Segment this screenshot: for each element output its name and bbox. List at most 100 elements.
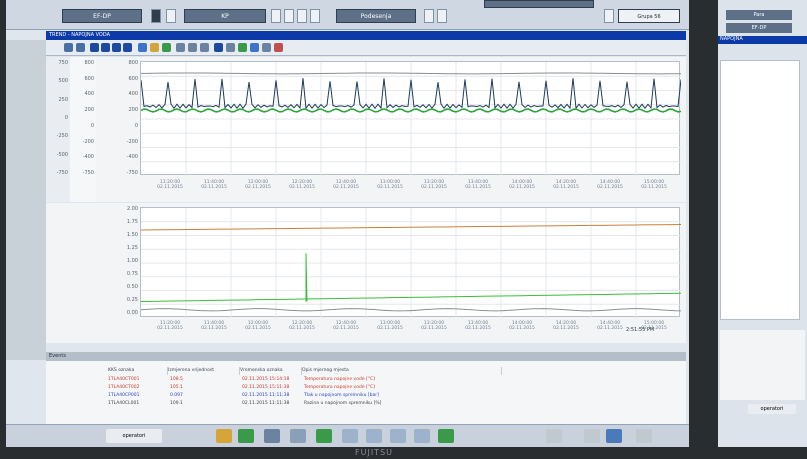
series-line-2	[140, 292, 682, 302]
y-tick-label: 0	[134, 122, 138, 129]
nav-slot[interactable]	[424, 9, 434, 23]
cell-desc: Razina u napojnom spremniku [%]	[304, 401, 382, 406]
y-tick-label: -400	[126, 154, 138, 161]
para-button[interactable]: Para	[726, 10, 792, 20]
right-arrow-icon[interactable]	[414, 429, 430, 443]
y-tick-label: 1.25	[126, 245, 138, 251]
table-icon[interactable]	[176, 43, 185, 52]
export-icon[interactable]	[238, 43, 247, 52]
network-icon[interactable]	[606, 429, 622, 443]
ef-dp-button[interactable]: EF-DP	[62, 9, 142, 23]
cursor-icon[interactable]	[250, 43, 259, 52]
x-axis-1: 11:20:00 02.11.2015 11:40:00 02.11.2015 12:0…	[140, 178, 680, 198]
print-icon[interactable]	[546, 429, 562, 443]
x-tick-label: 15:00:00 02.11.2015	[641, 321, 667, 331]
pause-icon[interactable]	[214, 43, 223, 52]
plot-area-2[interactable]	[140, 207, 682, 318]
left-sidebar	[6, 40, 46, 360]
marker-icon[interactable]	[162, 43, 171, 52]
table-row[interactable]: 1TLA40CL001 109.1 02.11.2015 11:11:38 Razin…	[46, 400, 686, 407]
help-icon[interactable]	[636, 429, 652, 443]
grid-icon[interactable]	[188, 43, 197, 52]
cell-kks: 1TLA40CT002	[108, 385, 140, 390]
connect-icon[interactable]	[290, 429, 306, 443]
operator-field[interactable]: operatori	[106, 429, 162, 443]
x-tick-label: 13:00:00 02.11.2015	[377, 321, 403, 331]
down-arrow-icon[interactable]	[390, 429, 406, 443]
y-tick-label: 250	[58, 96, 68, 103]
nav-slot[interactable]	[284, 9, 294, 23]
nav-slot[interactable]	[437, 9, 447, 23]
x-tick-label: 14:00:00 02.11.2015	[509, 180, 535, 190]
table-row[interactable]: 1TLA40CP001 0.097 02.11.2015 11:11:38 Tlak …	[46, 392, 686, 399]
status-button[interactable]	[484, 0, 594, 8]
right-trend[interactable]	[720, 60, 800, 320]
zoom-icon[interactable]	[138, 43, 147, 52]
x-tick-label: 13:40:00 02.11.2015	[465, 321, 491, 331]
grupa-button[interactable]: Grupa 56	[618, 9, 680, 23]
clock-icon[interactable]	[200, 43, 209, 52]
y-tick-label: 750	[58, 60, 68, 66]
trend-lines-2	[140, 208, 682, 318]
forward-icon[interactable]	[112, 43, 121, 52]
nav-slot[interactable]	[166, 9, 176, 23]
x-tick-label: 13:20:00 02.11.2015	[421, 180, 447, 190]
refresh-icon[interactable]	[438, 429, 454, 443]
series-line-3	[140, 308, 682, 312]
cell-time: 02.11.2015 11:11:38	[242, 401, 290, 406]
y-tick-label: 400	[84, 91, 94, 98]
report-icon[interactable]	[316, 429, 332, 443]
nav-slot[interactable]	[310, 9, 320, 23]
left-arrow-icon[interactable]	[342, 429, 358, 443]
timestamp-label: 2:51:55 PM	[626, 327, 655, 333]
close-icon[interactable]	[274, 43, 283, 52]
edit-icon[interactable]	[238, 429, 254, 443]
y-tick-label: -750	[82, 170, 94, 176]
y-tick-label: 500	[58, 78, 68, 85]
cell-desc: Temperatura napojne vode [°C]	[304, 377, 375, 382]
podesenja-button[interactable]: Podesenja	[336, 9, 416, 23]
first-icon[interactable]	[90, 43, 99, 52]
ruler-icon[interactable]	[262, 43, 271, 52]
plot-area-1[interactable]	[140, 61, 682, 176]
cell-kks: 1TLA40CT001	[108, 377, 140, 382]
rewind-icon[interactable]	[101, 43, 110, 52]
speaker-icon[interactable]	[584, 429, 600, 443]
kp-button[interactable]: KP	[184, 9, 266, 23]
nav-slot[interactable]	[297, 9, 307, 23]
right-operator-field[interactable]: operatori	[748, 404, 796, 414]
cell-desc: Tlak u napojnom spremniku [bar]	[304, 393, 379, 398]
up-arrow-icon[interactable]	[366, 429, 382, 443]
trend-panel-1: 750 500 250 0 -250 -500 -750 800 600 400 200 0 -200…	[46, 57, 686, 202]
chart-icon[interactable]	[76, 43, 85, 52]
window-icon[interactable]	[151, 9, 161, 23]
y-tick-label: 800	[128, 60, 138, 66]
y-tick-label: -400	[82, 154, 94, 161]
x-tick-label: 12:40:00 02.11.2015	[333, 180, 359, 190]
bottom-bar: operatori	[6, 424, 689, 447]
list-icon[interactable]	[264, 429, 280, 443]
right-monitor: Para EF-DP NAPOJNA operatori	[718, 0, 807, 447]
nav-slot[interactable]	[271, 9, 281, 23]
series-line-1	[140, 72, 682, 75]
nav-slot[interactable]	[604, 9, 614, 23]
x-tick-label: 14:40:00 02.11.2015	[597, 180, 623, 190]
settings-icon[interactable]	[64, 43, 73, 52]
table-row[interactable]: 1TLA40CT002 105.1 02.11.2015 15:11:38 Tempe…	[46, 384, 686, 391]
window-title: TREND - NAPOJNA VODA	[46, 31, 686, 40]
move-icon[interactable]	[150, 43, 159, 52]
y-tick-label: 0	[90, 122, 94, 129]
x-tick-label: 13:20:00 02.11.2015	[421, 321, 447, 331]
x-tick-label: 14:00:00 02.11.2015	[509, 321, 535, 331]
print-icon[interactable]	[226, 43, 235, 52]
x-tick-label: 12:00:00 02.11.2015	[245, 321, 271, 331]
ef-dp-right-button[interactable]: EF-DP	[726, 23, 792, 33]
series-line-1	[140, 224, 682, 231]
y-tick-label: -200	[126, 138, 138, 145]
cell-val: 105.1	[170, 385, 183, 390]
y-axis-1: 800 600 400 200 0 -200 -400 -750	[70, 57, 96, 202]
tools-icon[interactable]	[216, 429, 232, 443]
last-icon[interactable]	[123, 43, 132, 52]
trend-lines-1	[140, 62, 682, 176]
table-row[interactable]: 1TLA40CT001 108.5 02.11.2015 15:14:18 Tempe…	[46, 376, 686, 383]
